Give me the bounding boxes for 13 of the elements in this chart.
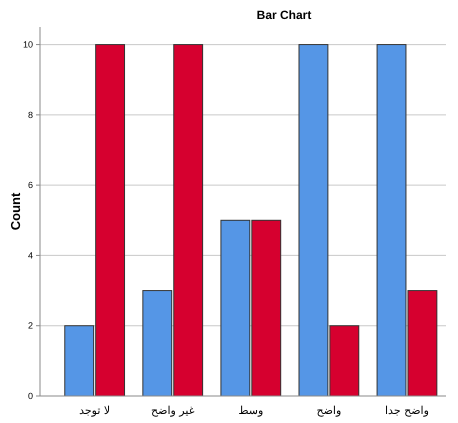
y-tick-label: 0 bbox=[28, 391, 33, 401]
x-tick-label: غير واضح bbox=[151, 404, 195, 417]
chart-title: Bar Chart bbox=[256, 8, 312, 22]
y-tick-label: 6 bbox=[28, 180, 33, 190]
y-axis-title: Count bbox=[8, 192, 23, 230]
x-tick-label: واضح bbox=[316, 404, 342, 417]
x-tick-label: وسط bbox=[238, 404, 264, 417]
y-tick-label: 10 bbox=[22, 40, 33, 50]
y-tick-label: 2 bbox=[28, 320, 33, 331]
y-tick-label: 4 bbox=[28, 250, 33, 260]
x-tick-label: واضح جدا bbox=[384, 404, 429, 417]
x-tick-label: لا توجد bbox=[79, 404, 110, 417]
y-tick-label: 8 bbox=[28, 110, 33, 120]
